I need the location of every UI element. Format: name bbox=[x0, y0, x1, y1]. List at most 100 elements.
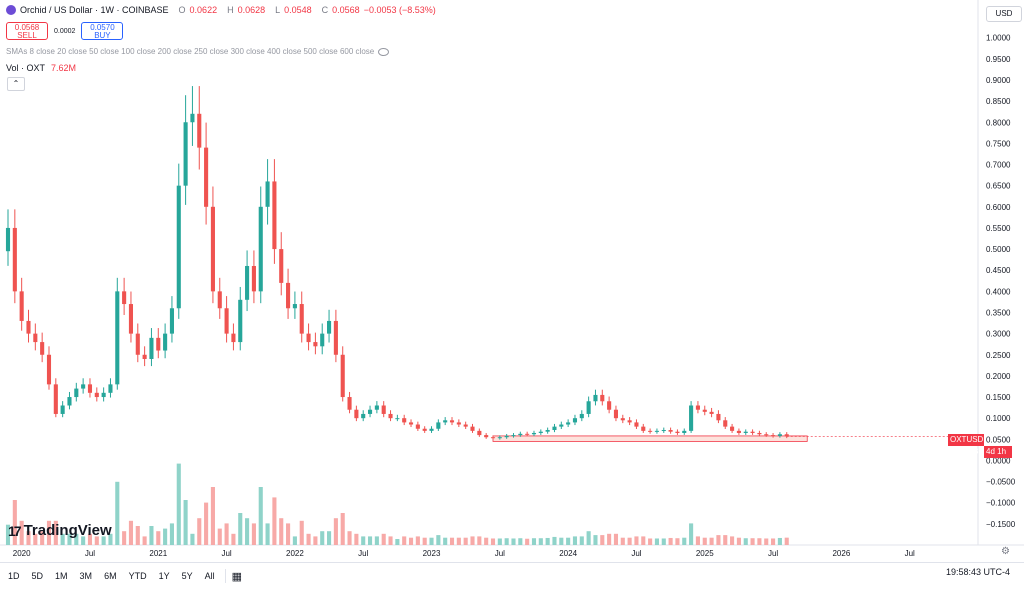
candle-body bbox=[695, 405, 700, 410]
volume-label: Vol · OXT bbox=[6, 63, 46, 73]
volume-bar bbox=[224, 523, 229, 545]
volume-bar bbox=[210, 487, 215, 545]
volume-bar bbox=[518, 538, 523, 545]
candle-body bbox=[122, 291, 127, 305]
y-tick-label: 1.0000 bbox=[986, 34, 1011, 43]
y-tick-label: 0.4500 bbox=[986, 266, 1011, 275]
y-tick-label: −0.1500 bbox=[986, 520, 1016, 529]
currency-button[interactable]: USD bbox=[986, 6, 1022, 22]
volume-bar bbox=[750, 538, 755, 545]
volume-bar bbox=[128, 520, 134, 545]
buy-label: BUY bbox=[94, 31, 111, 40]
y-tick-label: 0.7000 bbox=[986, 161, 1011, 170]
x-tick-label: 2024 bbox=[559, 549, 577, 558]
volume-bar bbox=[156, 531, 161, 545]
range-button-5d[interactable]: 5D bbox=[31, 571, 44, 581]
high-label: H bbox=[227, 5, 234, 15]
candle-body bbox=[436, 422, 441, 429]
volume-bar bbox=[381, 533, 386, 545]
volume-bar bbox=[559, 537, 564, 545]
trade-box: 0.0568 SELL 0.0002 0.0570 BUY bbox=[6, 22, 124, 40]
x-tick-label: 2021 bbox=[149, 549, 167, 558]
candle-body bbox=[5, 227, 11, 252]
sma-indicator-legend[interactable]: SMAs 8 close 20 close 50 close 100 close… bbox=[6, 47, 390, 56]
volume-bar bbox=[40, 531, 45, 545]
x-tick-label: Jul bbox=[905, 549, 915, 558]
candle-body bbox=[395, 418, 400, 420]
eye-icon[interactable] bbox=[378, 47, 390, 56]
symbol-title[interactable]: Orchid / US Dollar · 1W · COINBASE bbox=[20, 5, 169, 15]
volume-bar bbox=[238, 513, 243, 545]
y-tick-label: 0.6500 bbox=[986, 182, 1011, 191]
candle-body bbox=[292, 304, 297, 309]
range-button-1d[interactable]: 1D bbox=[8, 571, 20, 581]
y-tick-label: 0.1000 bbox=[986, 414, 1011, 423]
volume-bar bbox=[422, 537, 427, 545]
change-value: −0.0053 (−8.53%) bbox=[363, 5, 436, 15]
candle-body bbox=[545, 430, 550, 432]
candle-body bbox=[661, 430, 666, 432]
candle-body bbox=[490, 437, 496, 439]
volume-bar bbox=[327, 531, 332, 545]
volume-bar bbox=[545, 537, 550, 545]
tradingview-logo[interactable]: 17 TradingView bbox=[8, 522, 112, 539]
volume-bar bbox=[723, 535, 728, 545]
buy-button[interactable]: 0.0570 BUY bbox=[81, 22, 124, 40]
candle-body bbox=[238, 299, 243, 343]
x-tick-label: Jul bbox=[85, 549, 95, 558]
volume-bar bbox=[525, 538, 530, 545]
volume-bar bbox=[641, 536, 646, 545]
y-tick-label: 0.1500 bbox=[986, 393, 1011, 402]
volume-bar bbox=[538, 538, 543, 545]
low-value: 0.0548 bbox=[284, 5, 312, 15]
orchid-logo-icon bbox=[6, 5, 16, 15]
volume-bar bbox=[108, 533, 113, 545]
sell-button[interactable]: 0.0568 SELL bbox=[6, 22, 48, 40]
candle-body bbox=[682, 430, 687, 433]
range-button-5y[interactable]: 5Y bbox=[181, 571, 193, 581]
volume-bar bbox=[736, 537, 741, 545]
candle-body bbox=[340, 354, 345, 398]
range-button-1y[interactable]: 1Y bbox=[158, 571, 170, 581]
volume-bar bbox=[388, 536, 393, 545]
candle-body bbox=[641, 426, 646, 431]
calendar-icon[interactable]: ▦ bbox=[231, 570, 243, 583]
collapse-legend-button[interactable]: ⌃ bbox=[7, 77, 25, 91]
candle-body bbox=[210, 206, 215, 292]
spread-value: 0.0002 bbox=[54, 27, 76, 35]
y-tick-label: 0.0000 bbox=[986, 456, 1011, 465]
range-button-6m[interactable]: 6M bbox=[104, 571, 117, 581]
candle-body bbox=[115, 291, 120, 385]
candle-body bbox=[607, 401, 612, 410]
candle-body bbox=[245, 265, 250, 300]
candle-body bbox=[538, 431, 543, 433]
volume-bar bbox=[661, 538, 666, 545]
volume-bar bbox=[12, 500, 17, 545]
volume-bar bbox=[607, 533, 612, 545]
volume-legend[interactable]: Vol · OXT 7.62M bbox=[6, 63, 76, 73]
range-button-ytd[interactable]: YTD bbox=[128, 571, 147, 581]
candle-body bbox=[743, 431, 748, 433]
candle-body bbox=[374, 405, 379, 410]
candle-body bbox=[87, 384, 93, 393]
candle-body bbox=[224, 308, 229, 334]
tradingview-mark-icon: 17 bbox=[8, 522, 22, 539]
bottom-toolbar: 1D 5D 1M 3M 6M YTD 1Y 5Y All ▦ bbox=[0, 562, 1024, 589]
candle-body bbox=[142, 354, 147, 359]
volume-bar bbox=[204, 502, 209, 545]
candle-body bbox=[750, 431, 755, 433]
utc-clock[interactable]: 19:58:43 UTC-4 bbox=[945, 567, 1010, 577]
candle-body bbox=[689, 405, 694, 431]
volume-bar bbox=[60, 533, 65, 545]
volume-bar bbox=[764, 538, 769, 545]
candle-body bbox=[74, 388, 79, 398]
gear-icon[interactable]: ⚙ bbox=[1001, 546, 1010, 557]
candle-body bbox=[279, 249, 284, 283]
volume-bar bbox=[579, 536, 584, 545]
volume-bar bbox=[292, 536, 297, 545]
range-button-3m[interactable]: 3M bbox=[79, 571, 93, 581]
range-button-1m[interactable]: 1M bbox=[55, 571, 68, 581]
range-button-all[interactable]: All bbox=[204, 571, 215, 581]
